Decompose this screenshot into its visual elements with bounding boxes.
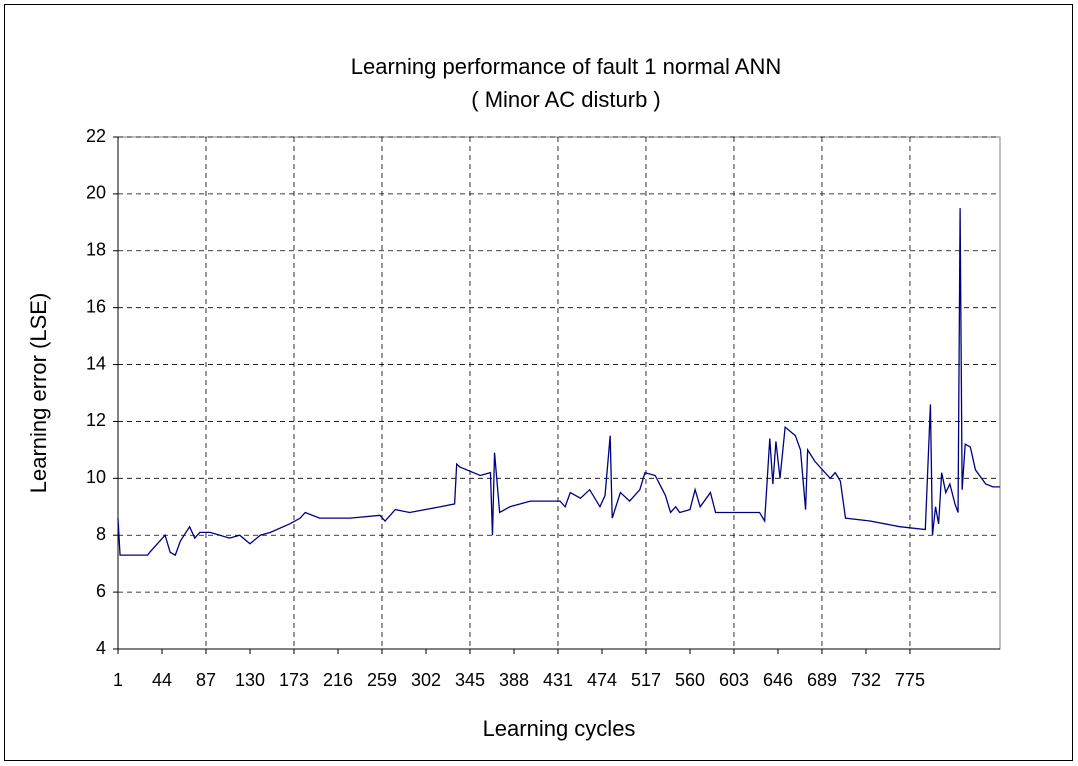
- y-tick-label: 8: [96, 524, 106, 544]
- x-tick-label: 87: [196, 670, 216, 690]
- x-tick-label: 302: [411, 670, 441, 690]
- data-line: [117, 208, 1000, 557]
- y-tick-label: 10: [86, 467, 106, 487]
- x-tick-label: 517: [631, 670, 661, 690]
- x-tick-label: 216: [323, 670, 353, 690]
- x-tick-label: 775: [895, 670, 925, 690]
- y-tick-label: 14: [86, 353, 106, 373]
- x-tick-label: 1: [113, 670, 123, 690]
- x-tick-label: 388: [499, 670, 529, 690]
- y-tick-label: 18: [86, 240, 106, 260]
- y-tick-label: 6: [96, 581, 106, 601]
- x-axis-label: Learning cycles: [483, 716, 636, 741]
- y-tick-label: 16: [86, 296, 106, 316]
- x-tick-label: 130: [235, 670, 265, 690]
- y-tick-label: 4: [96, 638, 106, 658]
- x-tick-label: 44: [152, 670, 172, 690]
- x-tick-label: 689: [807, 670, 837, 690]
- x-tick-label: 646: [763, 670, 793, 690]
- x-tick-label: 345: [455, 670, 485, 690]
- chart-subtitle: ( Minor AC disturb ): [471, 87, 661, 112]
- x-tick-label: 259: [367, 670, 397, 690]
- chart-title: Learning performance of fault 1 normal A…: [351, 54, 781, 79]
- y-tick-label: 12: [86, 410, 106, 430]
- x-tick-label: 173: [279, 670, 309, 690]
- y-tick-label: 22: [86, 126, 106, 146]
- x-tick-label: 431: [543, 670, 573, 690]
- x-tick-label: 603: [719, 670, 749, 690]
- y-tick-label: 20: [86, 183, 106, 203]
- y-axis-label: Learning error (LSE): [26, 293, 51, 494]
- x-tick-label: 560: [675, 670, 705, 690]
- plot-area: [117, 136, 1001, 650]
- x-tick-label: 474: [587, 670, 617, 690]
- x-tick-label: 732: [851, 670, 881, 690]
